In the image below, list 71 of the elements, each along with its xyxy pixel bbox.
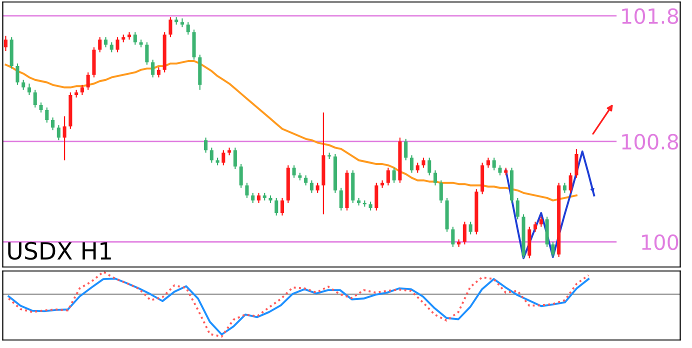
y-tick-label: 100.8	[622, 134, 678, 150]
candlestick	[151, 59, 155, 78]
candlestick	[274, 197, 278, 216]
candlestick	[251, 192, 255, 204]
line-series	[4, 60, 578, 202]
candlestick	[133, 32, 137, 46]
candlestick	[534, 221, 538, 232]
candlestick	[186, 22, 190, 36]
candlestick	[33, 89, 37, 108]
candlestick	[356, 197, 361, 206]
candlestick	[562, 182, 566, 194]
candlestick	[316, 182, 320, 194]
candlestick	[116, 36, 120, 53]
candlestick	[516, 197, 520, 220]
candlestick	[210, 147, 214, 164]
candlestick	[451, 226, 455, 248]
candlestick	[51, 116, 55, 131]
annotation: USDX H1	[8, 242, 111, 260]
y-tick-label: 101.8	[622, 8, 678, 24]
candlestick	[22, 79, 26, 90]
candlestick	[386, 167, 390, 186]
candlestick	[551, 241, 555, 258]
candlestick	[462, 221, 466, 245]
candlestick	[404, 138, 408, 161]
candlestick	[168, 16, 172, 38]
candlestick	[233, 147, 237, 170]
candlestick	[416, 162, 420, 174]
y-tick-label: 100	[642, 234, 678, 250]
candlestick	[280, 197, 284, 216]
candlestick	[574, 148, 578, 178]
line-series	[504, 150, 596, 260]
candlestick	[45, 106, 49, 124]
candlestick	[457, 238, 461, 248]
candlestick	[4, 35, 8, 52]
candlestick	[304, 174, 308, 186]
candlestick	[80, 84, 84, 96]
candlestick	[180, 18, 184, 28]
candlestick	[439, 180, 443, 204]
candlestick	[222, 150, 226, 166]
candlestick	[392, 167, 396, 184]
candlestick	[27, 83, 32, 96]
candlestick	[156, 66, 160, 78]
candlestick	[498, 164, 502, 176]
candlestick	[568, 172, 572, 194]
candlestick	[110, 42, 114, 53]
candlestick	[492, 157, 496, 171]
candlestick	[428, 157, 432, 176]
candlestick	[380, 180, 384, 188]
candlestick	[486, 157, 490, 168]
candlestick	[98, 36, 102, 53]
candlestick	[128, 32, 132, 40]
candlestick	[145, 42, 149, 66]
candlestick	[62, 116, 66, 161]
candlestick	[539, 216, 543, 228]
candlestick	[39, 102, 43, 114]
candlestick	[239, 163, 243, 188]
candlestick	[310, 180, 314, 194]
candlestick	[16, 62, 20, 86]
candlestick	[204, 137, 208, 154]
candlestick	[339, 187, 343, 212]
candlestick	[56, 124, 60, 141]
candlestick	[433, 170, 438, 186]
candlestick	[410, 154, 414, 174]
candlestick	[104, 36, 108, 48]
candlestick	[245, 182, 249, 198]
candlestick	[468, 221, 472, 235]
candlestick	[292, 164, 296, 178]
candlestick	[374, 182, 378, 212]
candlestick	[256, 192, 260, 204]
candlestick	[422, 157, 426, 168]
candlestick	[86, 72, 90, 90]
